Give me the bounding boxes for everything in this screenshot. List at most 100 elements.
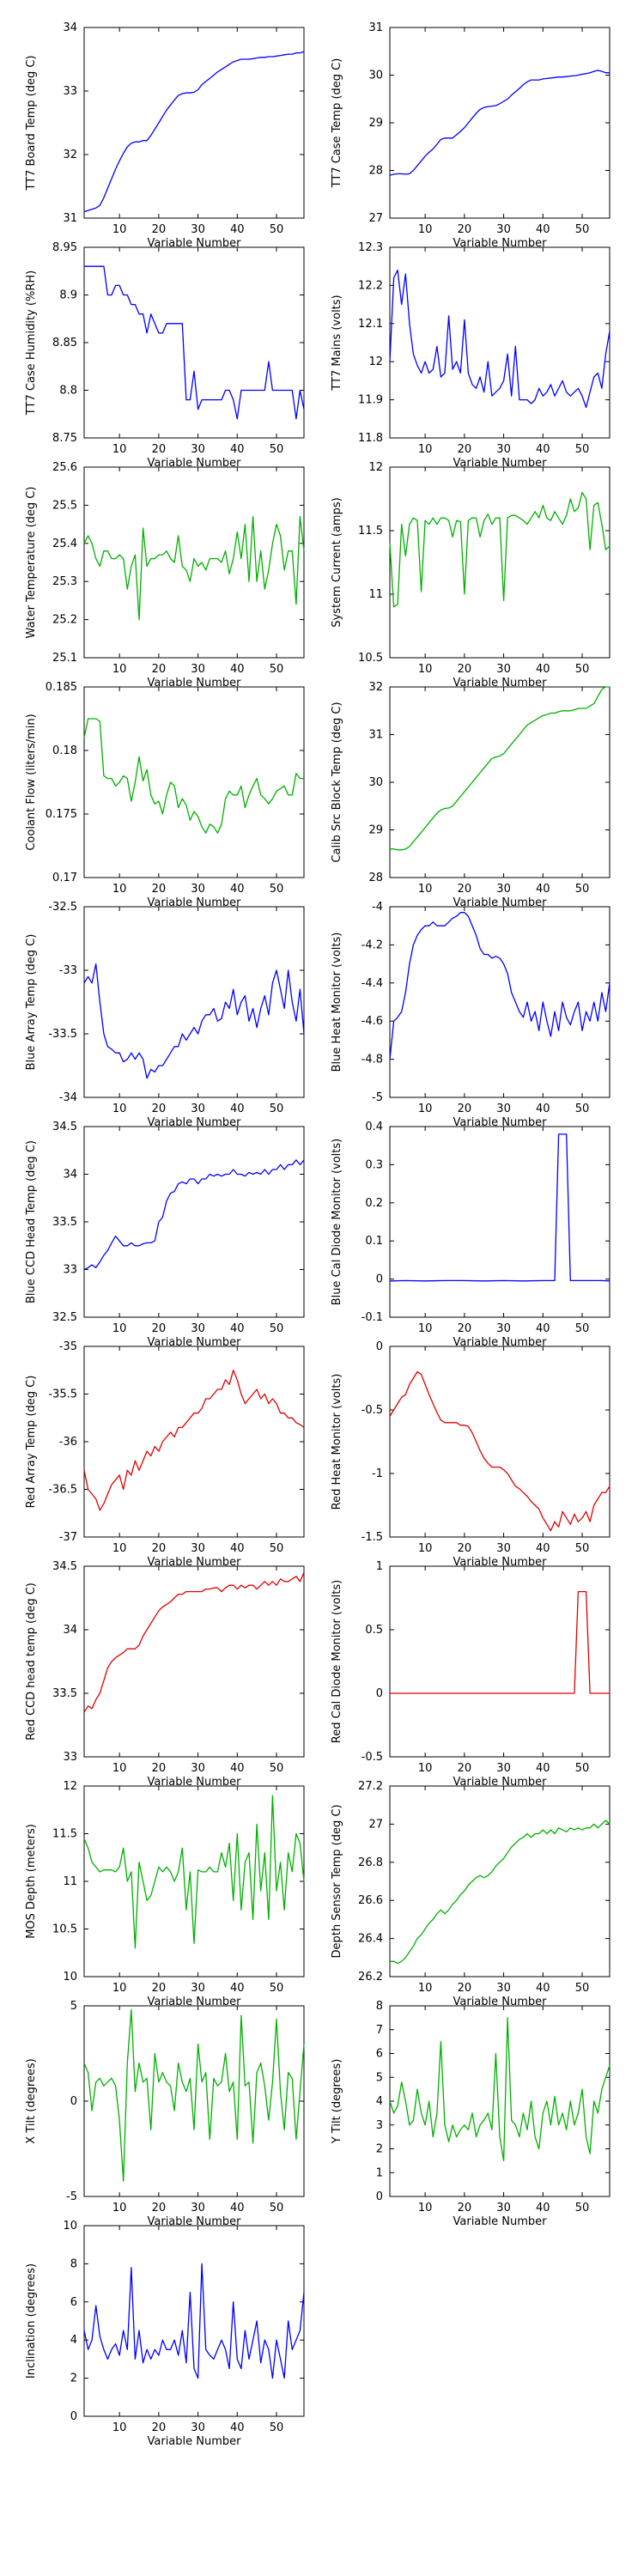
x-tick-label: 50 bbox=[270, 1322, 284, 1335]
x-axis-label: Variable Number bbox=[148, 1336, 242, 1349]
x-tick-label: 10 bbox=[112, 883, 127, 896]
y-tick-label: 29 bbox=[368, 824, 383, 837]
y-tick-label: -4.6 bbox=[361, 1015, 383, 1028]
x-axis-label: Variable Number bbox=[453, 2215, 548, 2228]
x-tick-label: 50 bbox=[575, 1982, 590, 1995]
x-tick-label: 40 bbox=[536, 663, 550, 676]
y-tick-label: 0.2 bbox=[365, 1197, 383, 1210]
series-line bbox=[83, 2008, 305, 2182]
y-tick-label: 30 bbox=[368, 776, 383, 789]
x-tick-label: 40 bbox=[536, 883, 550, 896]
y-tick-label: 0 bbox=[376, 1340, 383, 1353]
x-tick-label: 20 bbox=[458, 1322, 472, 1335]
x-axis-label: Variable Number bbox=[148, 1776, 242, 1789]
x-axis-label: Variable Number bbox=[453, 677, 548, 690]
y-tick-label: 11 bbox=[368, 588, 383, 601]
y-axis-label: Blue Heat Monitor (volts) bbox=[331, 933, 343, 1072]
plot-frame bbox=[83, 686, 305, 878]
y-axis-label: TT7 Case Humidity (%RH) bbox=[25, 270, 38, 416]
y-tick-label: 0 bbox=[70, 2410, 77, 2423]
x-tick-label: 10 bbox=[418, 1322, 433, 1335]
y-tick-label: 25.3 bbox=[52, 575, 77, 588]
y-axis-label: MOS Depth (meters) bbox=[25, 1824, 38, 1939]
plot-frame bbox=[83, 1346, 305, 1538]
x-tick-label: 10 bbox=[418, 663, 433, 676]
series-line bbox=[390, 1820, 611, 1965]
x-axis-label: Variable Number bbox=[148, 1556, 242, 1569]
x-tick-label: 30 bbox=[191, 2202, 205, 2215]
y-tick-label: 8.85 bbox=[52, 337, 77, 349]
y-tick-label: 32.5 bbox=[52, 1311, 77, 1324]
y-tick-label: 8.9 bbox=[59, 289, 77, 302]
y-tick-label: 33 bbox=[63, 1751, 77, 1764]
x-tick-label: 40 bbox=[230, 663, 245, 676]
y-tick-label: 8 bbox=[70, 2257, 77, 2270]
plot-frame bbox=[389, 1785, 611, 1978]
chart-panel-3: 8.75 8.8 8.85 8.9 8.95 10 20 30 40 50 Variable Num… bbox=[25, 241, 305, 470]
chart-panel-13: -37 -36.5 -36 -35.5 -35 10 20 30 40 50 Variable Nu… bbox=[25, 1340, 305, 1569]
y-axis-label: Inclination (degrees) bbox=[25, 2263, 38, 2379]
x-tick-label: 50 bbox=[270, 1542, 284, 1555]
x-tick-label: 30 bbox=[191, 663, 205, 676]
x-tick-label: 20 bbox=[152, 1542, 167, 1555]
series-line bbox=[390, 686, 610, 851]
chart-panel-15: 33 33.5 34 34.5 10 20 30 40 50 Variable Number Red… bbox=[25, 1560, 305, 1789]
y-tick-label: 7 bbox=[376, 2024, 383, 2037]
y-tick-label: -33.5 bbox=[48, 1028, 77, 1041]
y-tick-label: 0.17 bbox=[52, 872, 77, 884]
x-tick-label: 50 bbox=[575, 663, 590, 676]
chart-panel-4: 11.8 11.9 12 12.1 12.2 12.3 10 20 30 40 50 Variable… bbox=[331, 241, 611, 470]
chart-panel-19: -5 0 5 10 20 30 40 50 Variable Number X Tilt (deg… bbox=[25, 2000, 305, 2228]
y-tick-label: 31 bbox=[368, 729, 383, 742]
x-tick-label: 50 bbox=[270, 223, 284, 236]
x-tick-label: 30 bbox=[191, 883, 205, 896]
x-tick-label: 10 bbox=[112, 443, 127, 456]
chart-panel-10: -5 -4.8 -4.6 -4.4 -4.2 -4 10 20 30 40 50 Variable N… bbox=[331, 901, 611, 1129]
y-tick-label: -4.8 bbox=[361, 1054, 383, 1066]
chart-panel-12: -0.1 0 0.1 0.2 0.3 0.4 10 20 30 40 50 Variable Numb… bbox=[331, 1121, 611, 1349]
x-tick-label: 50 bbox=[270, 1103, 284, 1115]
x-tick-label: 30 bbox=[191, 2421, 205, 2434]
y-tick-label: 34.5 bbox=[52, 1121, 77, 1133]
x-tick-label: 10 bbox=[418, 223, 433, 236]
x-tick-label: 40 bbox=[230, 223, 245, 236]
chart-panel-7: 0.17 0.175 0.18 0.185 10 20 30 40 50 Variable Num… bbox=[25, 681, 305, 909]
plot-frame bbox=[83, 246, 305, 439]
y-tick-label: 0 bbox=[376, 2190, 383, 2203]
chart-panel-6: 10.5 11 11.5 12 10 20 30 40 50 Variable Number Sys… bbox=[331, 461, 611, 690]
x-tick-label: 50 bbox=[575, 1762, 590, 1775]
y-tick-label: 12.3 bbox=[358, 241, 383, 254]
x-axis-label: Variable Number bbox=[453, 457, 548, 470]
y-axis-label: Red Heat Monitor (volts) bbox=[331, 1374, 343, 1510]
x-tick-label: 20 bbox=[458, 663, 472, 676]
y-tick-label: 34 bbox=[63, 21, 77, 34]
y-tick-label: -5 bbox=[372, 1091, 383, 1104]
x-tick-label: 50 bbox=[575, 1103, 590, 1115]
plot-frame bbox=[389, 27, 611, 219]
x-tick-label: 20 bbox=[458, 1103, 472, 1115]
x-tick-label: 30 bbox=[191, 1103, 205, 1115]
y-tick-label: 25.1 bbox=[52, 652, 77, 665]
series-line bbox=[389, 269, 611, 409]
x-tick-label: 20 bbox=[152, 443, 167, 456]
x-tick-label: 10 bbox=[418, 2202, 433, 2215]
y-tick-label: 8.75 bbox=[52, 432, 77, 445]
x-axis-label: Variable Number bbox=[148, 2435, 242, 2448]
y-tick-label: 25.4 bbox=[52, 538, 77, 550]
plot-frame bbox=[389, 1565, 611, 1758]
series-line bbox=[83, 516, 305, 621]
plot-frame bbox=[83, 466, 305, 659]
y-tick-label: 10 bbox=[63, 2220, 77, 2233]
x-axis-label: Variable Number bbox=[453, 1336, 548, 1349]
y-axis-label: Water Temperature (deg C) bbox=[25, 487, 38, 639]
y-tick-label: -34 bbox=[59, 1091, 77, 1104]
x-tick-label: 30 bbox=[496, 1322, 511, 1335]
x-tick-label: 30 bbox=[496, 2202, 511, 2215]
y-tick-label: 11.8 bbox=[358, 432, 383, 445]
y-tick-label: 25.5 bbox=[52, 499, 77, 512]
y-axis-label: System Current (amps) bbox=[331, 497, 343, 627]
x-tick-label: 30 bbox=[191, 443, 205, 456]
y-tick-label: 10 bbox=[63, 1971, 77, 1984]
y-tick-label: 0 bbox=[376, 1687, 383, 1700]
y-axis-label: TT7 Board Temp (deg C) bbox=[25, 55, 38, 191]
